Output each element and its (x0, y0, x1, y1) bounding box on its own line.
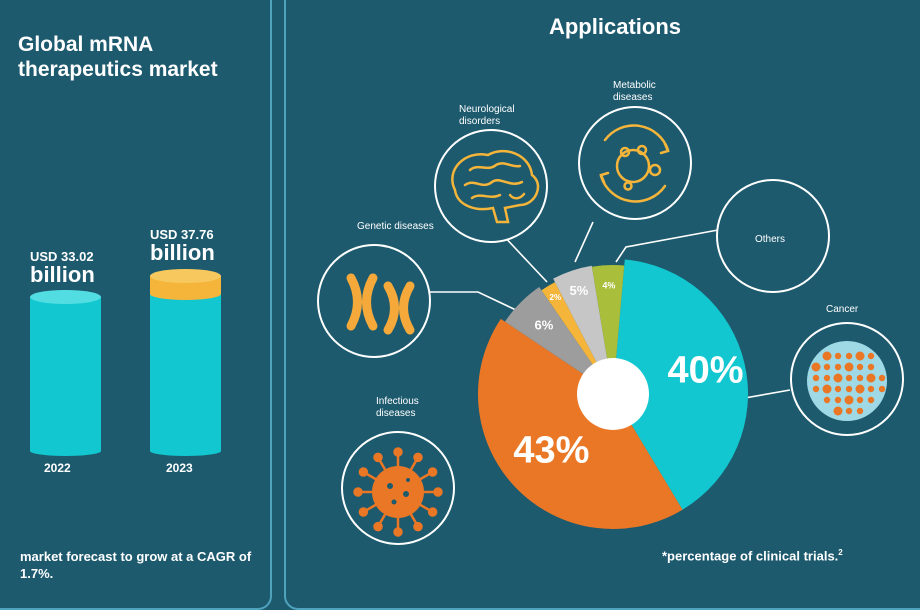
cancer-cell-dot (822, 351, 832, 361)
pie-slice-infectious-diseases (478, 318, 683, 529)
cancer-cell-dot (856, 407, 864, 415)
cancer-cell-dot (878, 374, 886, 382)
pie-value-label: 43% (513, 430, 589, 472)
pie-chart: 40% 43% 6% 2% 5% 4% (478, 259, 748, 529)
cancer-cell-dot (822, 384, 832, 394)
virus-spike-tip (393, 447, 403, 457)
pie-slice-others (591, 265, 625, 394)
virus-spike-tip (433, 487, 443, 497)
bar-label-2023: USD 37.76 billion (150, 227, 215, 264)
footnote-text: *percentage of clinical trials. (662, 548, 839, 564)
cancer-cell-dot (811, 362, 821, 372)
label-neurological: Neurological disorders (459, 104, 515, 127)
label-infectious: Infectious diseases (376, 396, 419, 419)
virus-spike-tip (427, 467, 438, 477)
pie-value-label: 2% (550, 293, 562, 302)
cancer-cell-dot (855, 384, 865, 394)
bar-value-2022: USD 33.02 (30, 249, 94, 264)
cancer-cell-dot (834, 352, 842, 360)
label-cancer: Cancer (826, 304, 859, 315)
cancer-cell-dot (866, 373, 876, 383)
bar-unit-2022: billion (30, 262, 95, 287)
cancer-cell-dot (845, 374, 853, 382)
virus-spike-tip (413, 452, 423, 463)
cancer-cell-dot (844, 362, 854, 372)
cancer-cell-icon (807, 341, 887, 421)
chromosome-icon (346, 273, 415, 335)
cancer-cell-dot (833, 373, 843, 383)
virus-spike-tip (373, 452, 383, 463)
cancer-cell-dot (856, 396, 864, 404)
virus-spike-tip (373, 521, 383, 532)
pie-value-label: 6% (535, 317, 554, 332)
virus-icon (353, 447, 443, 537)
cancer-cell-dot (845, 352, 853, 360)
bar-2022 (30, 290, 101, 456)
cancer-cell-dot (867, 396, 875, 404)
cancer-cell-dot (823, 396, 831, 404)
neurological-circle (434, 129, 548, 243)
footnote-ref: 2 (838, 548, 843, 557)
forecast-text: market forecast to grow at a CAGR of 1.7… (20, 549, 252, 581)
cancer-cell-dot (833, 406, 843, 416)
cancer-cell-dot (855, 351, 865, 361)
label-metabolic: Metabolic diseases (613, 80, 656, 103)
cancer-cell-dot (812, 385, 820, 393)
cancer-cell-dot (867, 385, 875, 393)
cancer-cell-dot (867, 363, 875, 371)
market-title: Global mRNA therapeutics market (18, 33, 218, 81)
cancer-cell-dot (878, 385, 886, 393)
pie-value-label: 5% (570, 283, 589, 298)
donut-hole (577, 358, 649, 430)
year-label-2022: 2022 (44, 461, 71, 475)
bar-value-2023: USD 37.76 (150, 227, 214, 242)
cancer-cell-dot (867, 352, 875, 360)
virus-spike-tip (413, 521, 423, 532)
virus-spike-tip (358, 467, 369, 477)
others-circle (716, 179, 830, 293)
chart-canvas: 40% 43% 6% 2% 5% 4% (30, 106, 904, 545)
label-genetic: Genetic diseases (357, 221, 434, 232)
pie-slice-genetic-diseases (504, 286, 613, 394)
bar-unit-2023: billion (150, 240, 215, 265)
cancer-cell-dot (845, 407, 853, 415)
virus-spike-tip (393, 527, 403, 537)
genetic-circle (317, 244, 431, 358)
cancer-cell-dot (823, 363, 831, 371)
cancer-cell-dot (834, 385, 842, 393)
cancer-cell-dot (845, 385, 853, 393)
metabolic-circle (578, 106, 692, 220)
pie-value-label: 4% (602, 280, 615, 290)
cancer-cell-dot (856, 363, 864, 371)
applications-title: Applications (548, 14, 681, 39)
virus-spike-tip (353, 487, 363, 497)
pie-slice-cancer (613, 259, 748, 510)
brain-icon (451, 149, 540, 224)
cancer-cell-dot (834, 363, 842, 371)
cancer-cell-dot (823, 374, 831, 382)
cancer-cell-dot (856, 374, 864, 382)
cancer-cell-dot (844, 395, 854, 405)
bar-label-2022: USD 33.02 billion (30, 249, 95, 286)
cancer-cell-dot (812, 374, 820, 382)
year-label-2023: 2023 (166, 461, 193, 475)
virus-spike-tip (358, 507, 369, 517)
metabolism-icon (599, 124, 670, 203)
virus-spike-tip (427, 507, 438, 517)
label-others: Others (755, 234, 786, 245)
bar-2023 (150, 269, 221, 456)
pie-value-label: 40% (668, 350, 744, 392)
footnote: *percentage of clinical trials.2 (662, 548, 843, 563)
cancer-cell-dot (834, 396, 842, 404)
